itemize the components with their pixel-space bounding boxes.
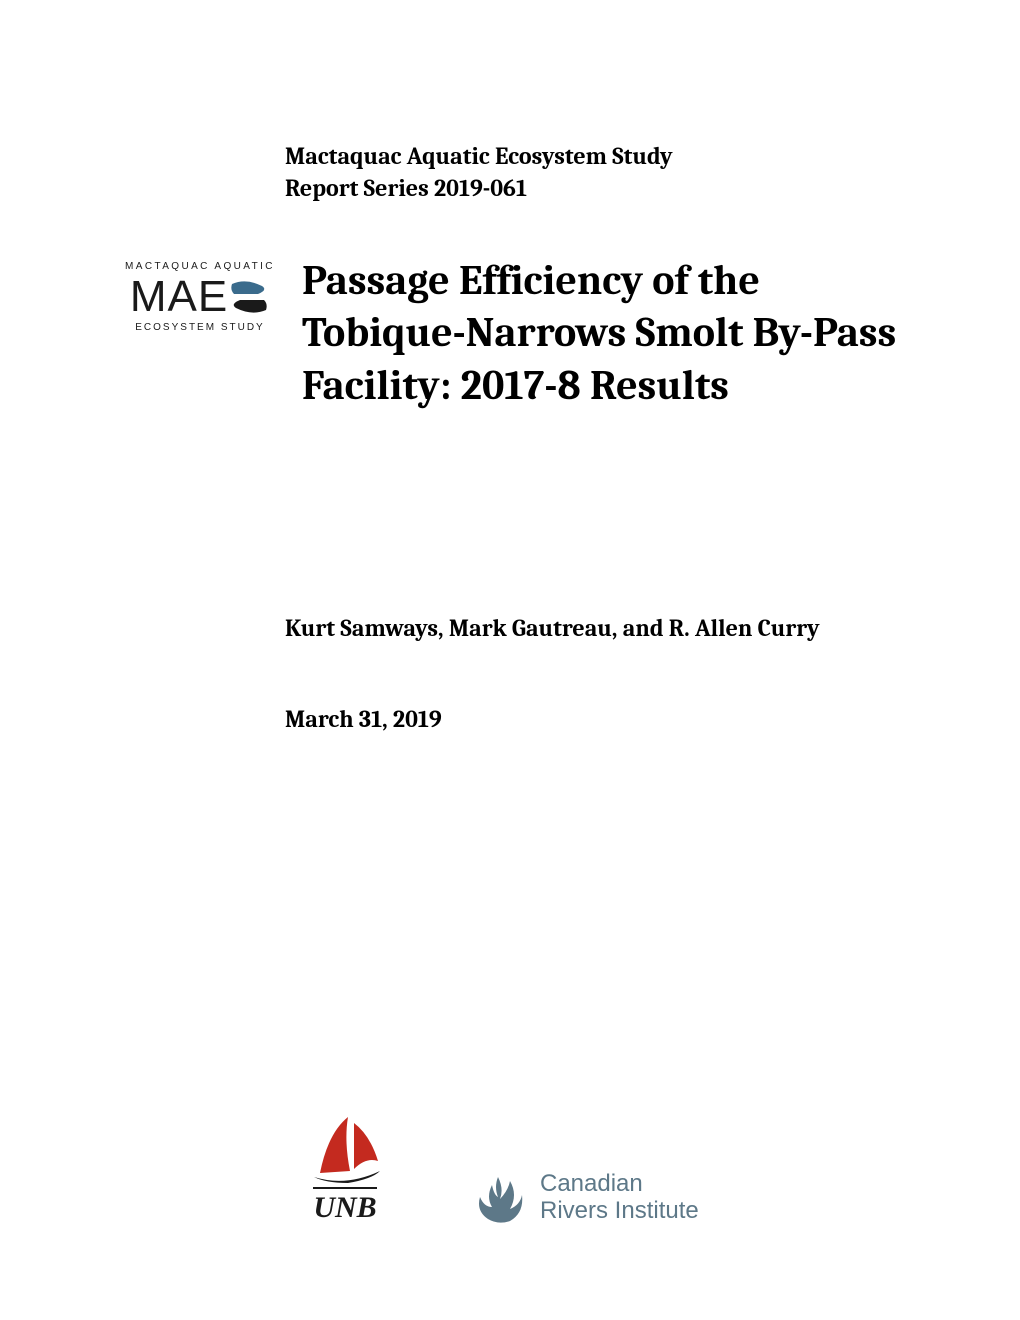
unb-sail-icon — [300, 1113, 390, 1183]
maes-logo-letters: M A E — [110, 274, 290, 320]
title-row: MACTAQUAC AQUATIC M A E ECOSYSTEM STUDY … — [110, 255, 910, 413]
maes-logo-top-text: MACTAQUAC AQUATIC — [110, 261, 290, 272]
report-date: March 31, 2019 — [285, 705, 910, 733]
cri-logo: Canadian Rivers Institute — [470, 1170, 699, 1225]
series-line-2: Report Series 2019-061 — [285, 174, 527, 202]
maes-letter-m: M — [130, 272, 166, 322]
authors: Kurt Samways, Mark Gautreau, and R. Alle… — [285, 612, 910, 644]
footer-logos: UNB Canadian Rivers Institute — [300, 1113, 840, 1225]
maes-letter-e: E — [198, 272, 226, 322]
series-heading: Mactaquac Aquatic Ecosystem Study Report… — [285, 140, 910, 205]
report-title: Passage Efficiency of the Tobique-Narrow… — [302, 255, 910, 413]
unb-logo: UNB — [300, 1113, 390, 1225]
series-line-1: Mactaquac Aquatic Ecosystem Study — [285, 142, 673, 170]
report-cover-page: Mactaquac Aquatic Ecosystem Study Report… — [0, 0, 1020, 1320]
maes-letter-a: A — [167, 272, 195, 322]
unb-logo-text: UNB — [313, 1187, 376, 1225]
cri-logo-text: Canadian Rivers Institute — [540, 1170, 699, 1225]
cri-line-1: Canadian — [540, 1170, 643, 1197]
maes-logo-bottom-text: ECOSYSTEM STUDY — [110, 322, 290, 333]
maes-s-icon — [228, 276, 270, 318]
cri-flame-icon — [470, 1171, 526, 1223]
maes-logo: MACTAQUAC AQUATIC M A E ECOSYSTEM STUDY — [110, 261, 290, 333]
cri-line-2: Rivers Institute — [540, 1197, 699, 1224]
